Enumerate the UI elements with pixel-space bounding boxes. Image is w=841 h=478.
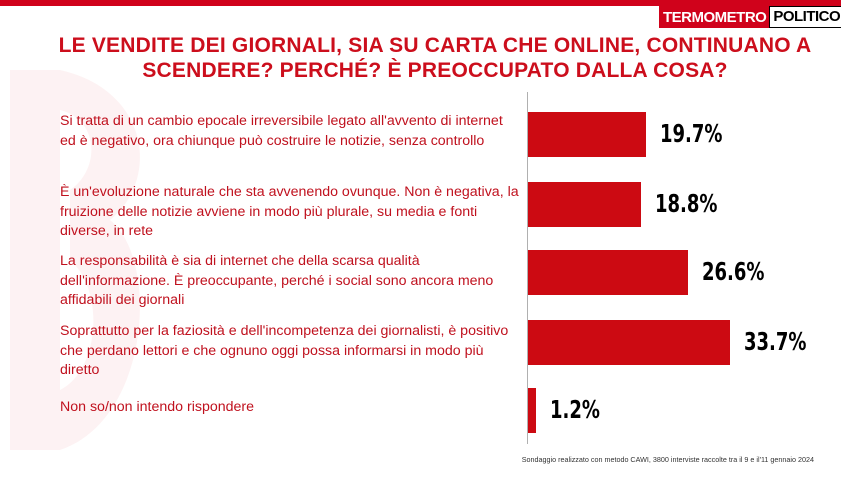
bar: [528, 388, 536, 433]
value-label: 33.7%: [744, 327, 807, 356]
value-label: 19.7%: [660, 119, 723, 148]
bar: [528, 182, 641, 227]
brand-logo-part1: TERMOMETRO: [659, 6, 770, 28]
category-label: Soprattutto per la faziosità e dell'inco…: [60, 323, 509, 378]
top-accent-bar: [0, 0, 841, 6]
value-label: 26.6%: [701, 257, 765, 286]
chart-axis-line: [527, 92, 528, 444]
bar: [528, 320, 731, 365]
category-label: Si tratta di un cambio epocale irreversi…: [60, 113, 503, 149]
brand-logo-part2: POLITICO: [769, 6, 841, 28]
survey-source-note: Sondaggio realizzato con metodo CAWI, 38…: [521, 455, 814, 464]
bar: [528, 112, 647, 157]
chart-title: LE VENDITE DEI GIORNALI, SIA SU CARTA CH…: [58, 34, 812, 82]
category-label: Non so/non intendo rispondere: [60, 399, 255, 415]
category-label: È un'evoluzione naturale che sta avvenen…: [60, 184, 519, 239]
bar: [528, 250, 688, 295]
brand-logo: TERMOMETRO POLITICO: [659, 6, 841, 28]
category-label: La responsabilità è sia di internet che …: [60, 253, 494, 308]
value-label: 18.8%: [654, 189, 718, 218]
value-label: 1.2%: [550, 395, 600, 424]
